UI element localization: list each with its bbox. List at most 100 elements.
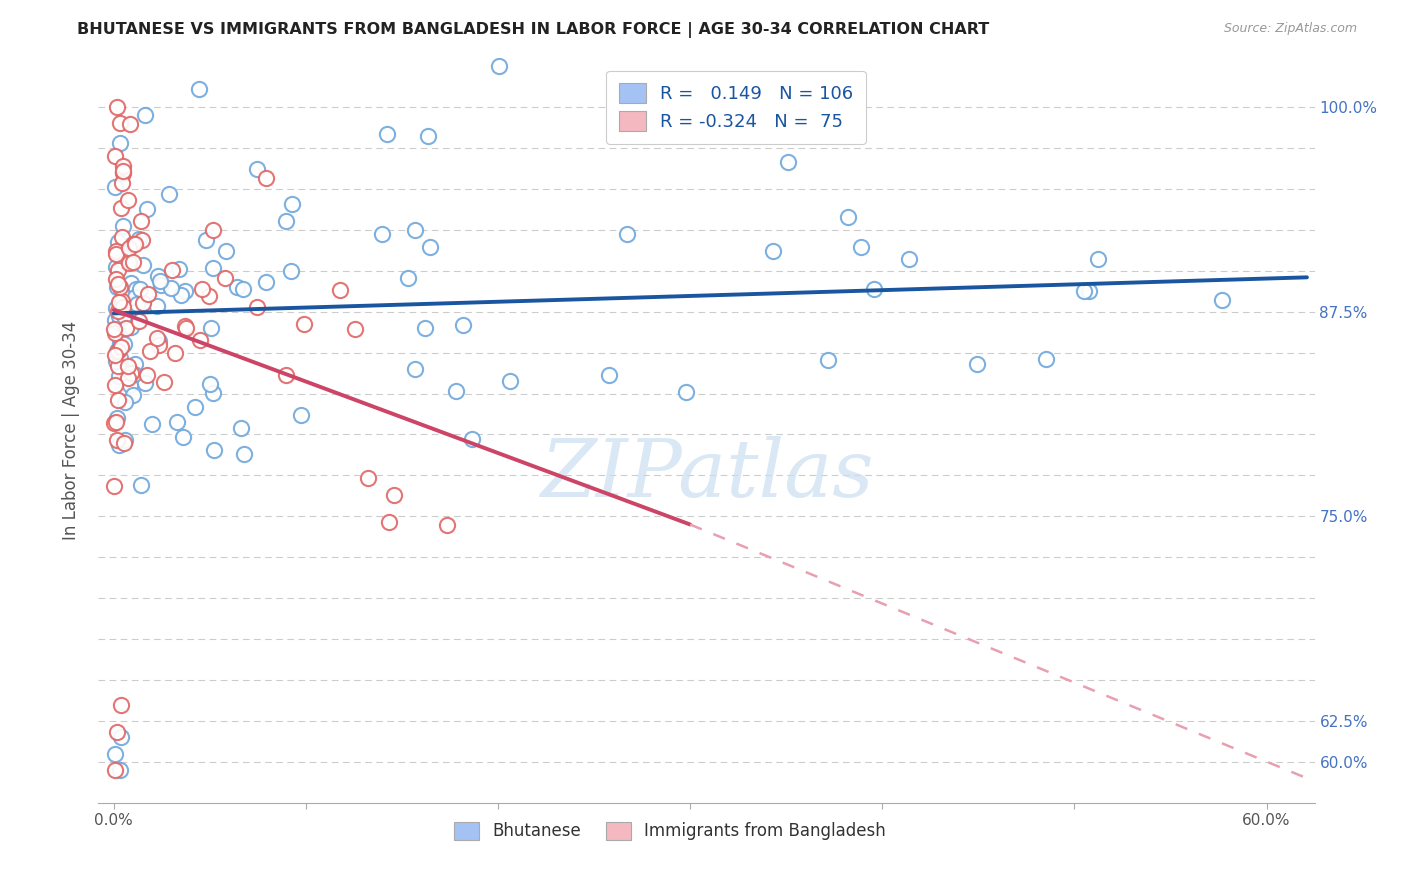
Point — [134, 376, 156, 390]
Point — [132, 259, 155, 273]
Point — [122, 367, 145, 381]
Point — [183, 400, 205, 414]
Point — [863, 282, 886, 296]
Point — [148, 334, 170, 348]
Point — [817, 352, 839, 367]
Point — [122, 255, 145, 269]
Point — [851, 240, 873, 254]
Point — [114, 434, 136, 448]
Point — [108, 763, 131, 777]
Point — [111, 253, 134, 268]
Point — [146, 268, 169, 283]
Point — [111, 219, 134, 233]
Point — [149, 274, 172, 288]
Point — [281, 196, 304, 211]
Point — [174, 284, 197, 298]
Point — [136, 368, 159, 383]
Point — [108, 369, 131, 384]
Point — [371, 227, 394, 242]
Point — [202, 222, 225, 236]
Point — [112, 436, 135, 450]
Legend: Bhutanese, Immigrants from Bangladesh: Bhutanese, Immigrants from Bangladesh — [444, 812, 896, 850]
Point — [125, 296, 148, 310]
Point — [111, 177, 134, 191]
Point — [146, 299, 169, 313]
Point — [108, 438, 131, 452]
Point — [129, 214, 152, 228]
Point — [105, 100, 128, 114]
Point — [225, 280, 247, 294]
Point — [120, 277, 142, 291]
Point — [120, 238, 142, 252]
Point — [202, 260, 225, 275]
Point — [675, 385, 697, 400]
Point — [404, 361, 426, 376]
Point — [124, 290, 146, 304]
Point — [107, 263, 129, 277]
Point — [104, 180, 127, 194]
Point — [616, 227, 638, 241]
Point — [128, 314, 150, 328]
Point — [128, 282, 150, 296]
Point — [375, 128, 398, 142]
Point — [598, 368, 620, 382]
Point — [103, 479, 125, 493]
Point — [214, 271, 236, 285]
Point — [229, 421, 252, 435]
Point — [159, 281, 181, 295]
Point — [204, 442, 226, 457]
Point — [105, 433, 128, 447]
Point — [384, 488, 406, 502]
Point — [111, 300, 134, 314]
Point — [104, 247, 127, 261]
Point — [195, 233, 218, 247]
Point — [413, 320, 436, 334]
Point — [419, 240, 441, 254]
Text: BHUTANESE VS IMMIGRANTS FROM BANGLADESH IN LABOR FORCE | AGE 30-34 CORRELATION C: BHUTANESE VS IMMIGRANTS FROM BANGLADESH … — [77, 22, 990, 38]
Point — [246, 162, 269, 177]
Point — [396, 271, 419, 285]
Point — [198, 377, 221, 392]
Point — [112, 165, 135, 179]
Point — [117, 359, 139, 373]
Point — [200, 320, 222, 334]
Point — [108, 351, 131, 366]
Point — [105, 244, 128, 259]
Point — [103, 322, 125, 336]
Point — [292, 318, 315, 332]
Point — [165, 345, 187, 359]
Point — [125, 282, 148, 296]
Point — [246, 300, 269, 314]
Point — [966, 358, 988, 372]
Point — [114, 395, 136, 409]
Point — [104, 149, 127, 163]
Point — [103, 416, 125, 430]
Point — [344, 321, 367, 335]
Point — [122, 305, 145, 319]
Point — [174, 319, 197, 334]
Point — [104, 301, 127, 315]
Point — [436, 517, 458, 532]
Point — [107, 359, 129, 373]
Point — [121, 297, 143, 311]
Point — [121, 236, 143, 251]
Point — [460, 432, 482, 446]
Point — [124, 357, 146, 371]
Point — [276, 214, 298, 228]
Text: ZIPatlas: ZIPatlas — [540, 436, 873, 514]
Point — [1035, 351, 1057, 366]
Point — [188, 333, 211, 347]
Point — [136, 286, 159, 301]
Point — [153, 375, 176, 389]
Point — [103, 348, 125, 362]
Point — [111, 160, 134, 174]
Point — [128, 232, 150, 246]
Point — [122, 387, 145, 401]
Point — [162, 263, 184, 277]
Point — [778, 155, 800, 169]
Point — [254, 171, 277, 186]
Point — [110, 280, 132, 294]
Point — [141, 417, 163, 431]
Point — [198, 289, 221, 303]
Point — [233, 447, 256, 461]
